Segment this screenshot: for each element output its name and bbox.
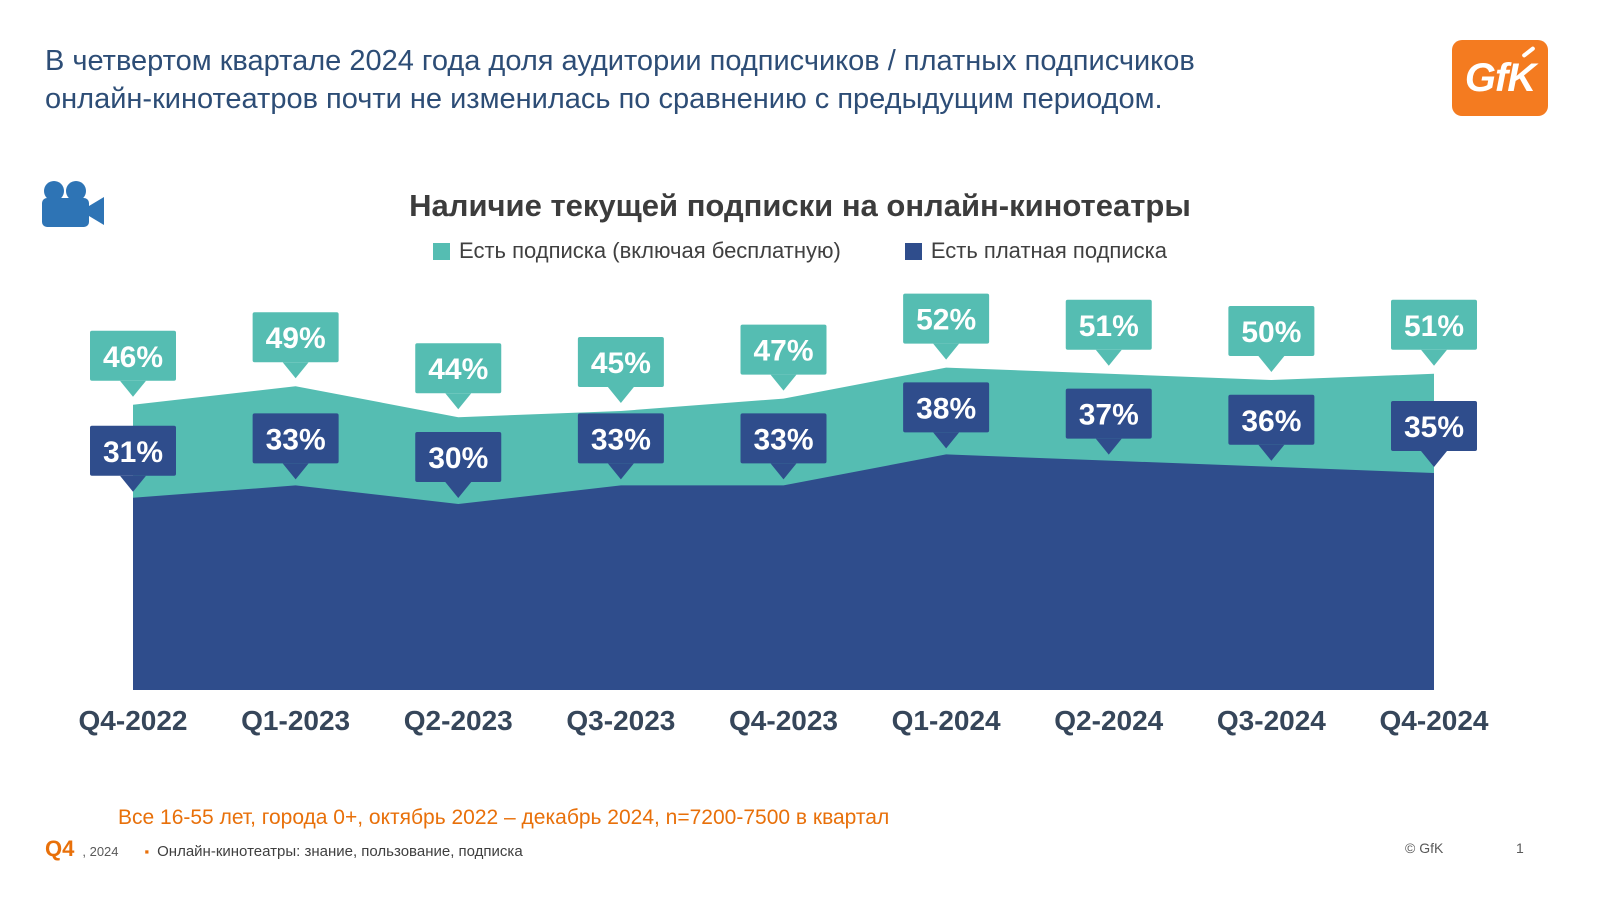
data-label-text: 51% <box>1404 310 1464 343</box>
movie-camera-icon-svg <box>42 181 104 227</box>
data-label-callout: 51% <box>1391 299 1477 366</box>
legend-item: Есть платная подписка <box>904 238 1167 264</box>
legend-swatch <box>904 242 922 260</box>
data-label-text: 33% <box>266 423 326 456</box>
data-label-text: 33% <box>591 423 651 456</box>
data-label-text: 46% <box>103 341 163 374</box>
data-label-callout: 45% <box>577 337 664 403</box>
legend-swatch <box>433 242 451 260</box>
data-label-text: 35% <box>1404 411 1464 444</box>
legend-item: Есть подписка (включая бесплатную) <box>433 238 841 264</box>
data-label-text: 36% <box>1241 405 1301 438</box>
slide-headline: В четвертом квартале 2024 года доля ауди… <box>45 45 1195 116</box>
data-label-callout: 52% <box>903 293 990 360</box>
data-label-callout: 33% <box>740 413 827 480</box>
data-label-callout: 46% <box>90 330 176 397</box>
x-axis-label: Q4-2023 <box>729 705 838 736</box>
data-label-text: 51% <box>1079 310 1139 343</box>
data-label-text: 50% <box>1241 316 1301 349</box>
legend-label: Есть подписка (включая бесплатную) <box>459 238 841 263</box>
page-number: 1 <box>1516 840 1524 856</box>
footer-year: , 2024 <box>82 844 119 859</box>
gfk-logo-text: GfK <box>1464 55 1536 100</box>
subscription-area-chart: 46% 49% 44% 45% 47% 52% 51% 50% 51% 31% 33% 30% 33% 3… <box>79 293 1489 736</box>
area-paid-subscription <box>133 454 1434 690</box>
data-label-text: 52% <box>916 304 976 337</box>
x-axis-label: Q1-2024 <box>892 705 1001 736</box>
footer-source: Онлайн-кинотеатры: знание, пользование, … <box>157 843 523 860</box>
data-label-callout: 44% <box>415 343 502 410</box>
data-label-text: 47% <box>753 335 813 368</box>
data-label-callout: 37% <box>1065 388 1152 455</box>
data-label-text: 44% <box>428 353 488 386</box>
data-label-callout: 33% <box>252 413 339 480</box>
x-axis-label: Q3-2024 <box>1217 705 1326 736</box>
data-label-callout: 35% <box>1391 401 1477 467</box>
x-axis-label: Q2-2024 <box>1054 705 1163 736</box>
data-label-text: 31% <box>103 436 163 469</box>
data-label-callout: 33% <box>577 413 664 480</box>
x-axis-label: Q1-2023 <box>241 705 350 736</box>
data-label-callout: 31% <box>90 425 176 492</box>
data-label-callout: 36% <box>1228 394 1315 461</box>
data-label-text: 33% <box>753 423 813 456</box>
footer-left: Q4 , 2024 ▪ Онлайн-кинотеатры: знание, п… <box>45 836 523 862</box>
movie-camera-icon <box>40 180 106 232</box>
footer-bullet-icon: ▪ <box>144 844 150 859</box>
data-label-text: 37% <box>1079 399 1139 432</box>
sample-footnote: Все 16-55 лет, города 0+, октябрь 2022 –… <box>118 806 890 829</box>
x-axis-label: Q4-2024 <box>1380 705 1489 736</box>
data-label-callout: 47% <box>740 324 827 391</box>
data-label-callout: 51% <box>1065 299 1152 366</box>
data-label-text: 45% <box>591 347 651 380</box>
data-label-callout: 38% <box>903 382 990 449</box>
data-label-callout: 50% <box>1228 306 1315 372</box>
copyright-text: © GfK <box>1405 840 1444 856</box>
data-label-text: 38% <box>916 392 976 425</box>
chart-title: Наличие текущей подписки на онлайн-кинот… <box>409 188 1191 223</box>
x-axis-label: Q3-2023 <box>566 705 675 736</box>
data-label-callout: 30% <box>415 432 502 498</box>
data-label-callout: 49% <box>252 312 339 379</box>
footer-quarter: Q4 <box>45 836 75 861</box>
chart-legend: Есть подписка (включая бесплатную) Есть п… <box>0 238 1600 264</box>
legend-label: Есть платная подписка <box>930 238 1167 263</box>
data-label-text: 49% <box>266 322 326 355</box>
data-label-text: 30% <box>428 442 488 475</box>
x-axis-label: Q2-2023 <box>404 705 513 736</box>
gfk-logo: GfK <box>1452 40 1548 116</box>
x-axis-label: Q4-2022 <box>79 705 188 736</box>
